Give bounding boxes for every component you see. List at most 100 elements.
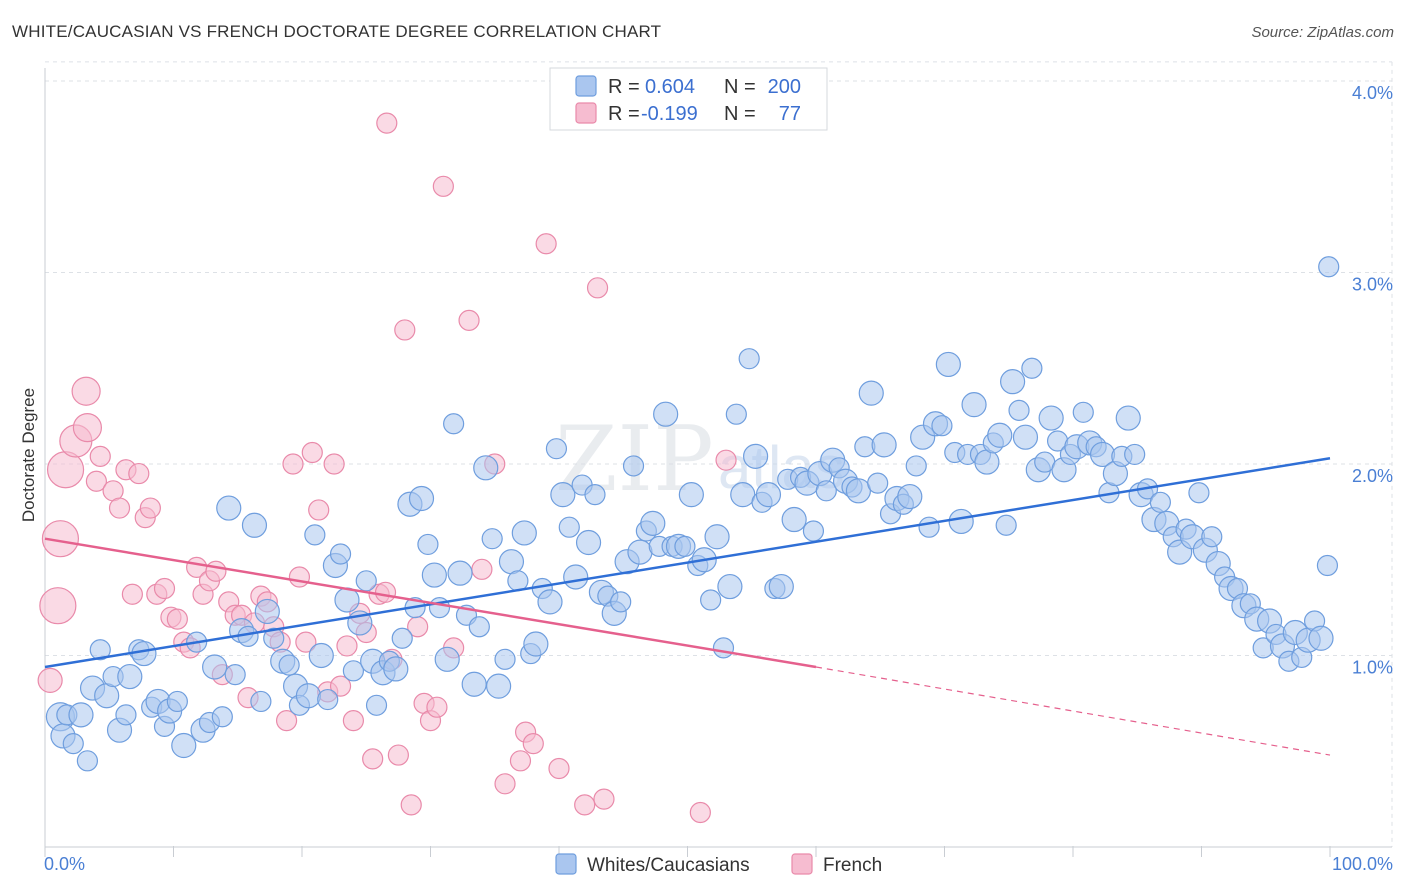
whites-point	[417, 533, 439, 556]
french-point	[323, 453, 345, 475]
whites-point	[166, 690, 188, 713]
whites-point	[461, 671, 487, 697]
whites-point	[1115, 405, 1141, 431]
bottom-legend-pink-swatch	[791, 853, 813, 875]
whites-points	[45, 256, 1340, 772]
french-point	[362, 748, 384, 770]
whites-point	[1316, 554, 1339, 577]
whites-point	[653, 401, 679, 427]
whites-point	[342, 660, 364, 682]
legend-blue-n-value: 200	[768, 76, 801, 98]
whites-point	[1021, 357, 1043, 379]
whites-point	[473, 455, 499, 481]
whites-point	[481, 528, 503, 550]
whites-point	[254, 598, 280, 625]
whites-point	[935, 351, 961, 378]
french-point	[394, 319, 416, 341]
french-trend-line	[44, 537, 817, 669]
french-point	[574, 794, 596, 816]
whites-point	[498, 549, 525, 575]
source-label: Source: ZipAtlas.com	[1251, 24, 1394, 41]
whites-point	[627, 539, 653, 565]
whites-point	[1008, 399, 1030, 421]
whites-point	[725, 403, 747, 425]
french-point	[336, 635, 358, 657]
whites-point	[1072, 401, 1094, 423]
series-legend: Whites/Caucasians French	[555, 853, 882, 876]
whites-point	[308, 642, 334, 669]
whites-point	[1318, 256, 1340, 278]
whites-point	[871, 432, 897, 458]
french-point	[689, 801, 711, 824]
whites-point	[640, 510, 666, 536]
whites-point	[845, 478, 872, 504]
stats-legend: R = 0.604 N = 200 R = -0.199 N = 77	[549, 67, 828, 131]
french-point	[85, 470, 108, 492]
whites-trend-line	[44, 457, 1331, 669]
legend-pink-r-value: -0.199	[641, 103, 698, 125]
whites-point	[858, 380, 884, 406]
whites-point	[115, 704, 137, 726]
french-point	[522, 732, 544, 755]
whites-point	[295, 683, 322, 709]
french-point	[37, 667, 63, 693]
whites-point	[918, 516, 940, 538]
whites-point	[948, 508, 974, 535]
bottom-legend-blue-label: Whites/Caucasians	[587, 855, 750, 876]
whites-point	[622, 455, 645, 477]
whites-point	[781, 506, 807, 533]
french-point	[295, 631, 317, 653]
whites-point	[131, 640, 157, 667]
french-point	[593, 788, 615, 810]
whites-point	[1149, 491, 1171, 513]
whites-point	[250, 690, 272, 713]
french-point	[275, 710, 298, 732]
whites-point	[738, 348, 760, 370]
whites-point	[545, 438, 568, 460]
whites-point	[815, 480, 837, 502]
whites-point	[486, 673, 512, 699]
french-point	[301, 441, 323, 464]
french-point	[329, 675, 352, 697]
french-point	[108, 497, 131, 519]
whites-point	[224, 664, 246, 686]
x-tick-label-max: 100.0%	[1332, 854, 1393, 874]
whites-point	[421, 562, 447, 588]
whites-point	[468, 616, 490, 638]
whites-point	[76, 750, 99, 772]
whites-point	[511, 520, 537, 546]
whites-point	[443, 413, 465, 435]
y-tick-labels: 1.0% 2.0% 3.0% 4.0%	[1352, 83, 1393, 678]
trend-lines	[44, 457, 1331, 756]
french-point	[308, 499, 330, 521]
legend-pink-n-value: 77	[779, 103, 801, 125]
whites-point	[211, 706, 233, 728]
whites-point	[1188, 482, 1210, 504]
whites-point	[1308, 625, 1334, 651]
whites-point	[68, 702, 94, 728]
french-point	[458, 309, 480, 331]
french-point	[71, 376, 101, 406]
whites-point	[730, 482, 756, 508]
french-point	[548, 757, 570, 780]
legend-pink-n-label: N =	[724, 103, 756, 125]
whites-point	[447, 560, 473, 586]
whites-point	[867, 472, 889, 494]
french-point	[39, 587, 77, 625]
whites-point	[712, 637, 735, 659]
french-point	[205, 560, 227, 582]
french-point	[72, 413, 103, 443]
french-point	[387, 744, 409, 766]
whites-point	[355, 570, 377, 592]
whites-point	[263, 627, 285, 649]
whites-point	[755, 482, 782, 508]
whites-point	[278, 654, 300, 676]
french-point	[494, 773, 516, 795]
whites-point	[434, 646, 460, 672]
french-point	[121, 583, 143, 605]
whites-point	[802, 520, 825, 542]
whites-point	[1012, 424, 1039, 450]
whites-point	[575, 529, 602, 556]
whites-point	[550, 482, 576, 508]
